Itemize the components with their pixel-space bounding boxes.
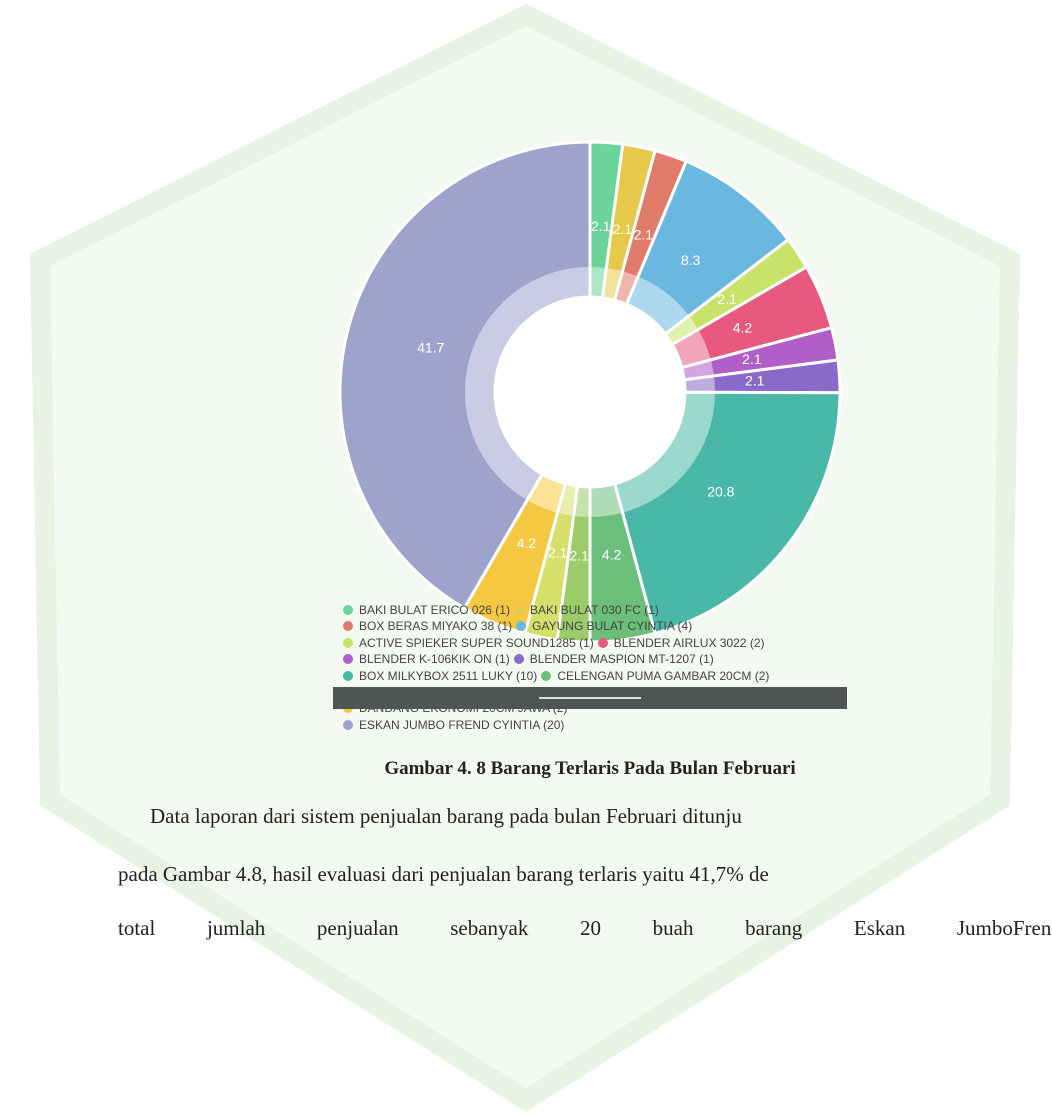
- legend-row: BAKI BULAT ERICO 026 (1) BAKI BULAT 030 F…: [343, 602, 773, 618]
- slice-label: 2.1: [634, 227, 654, 243]
- legend-swatch: [343, 621, 353, 631]
- slice-label: 41.7: [417, 340, 444, 356]
- legend-row: BLENDER K-106KIK ON (1) BLENDER MASPION M…: [343, 651, 773, 667]
- legend-swatch: [598, 638, 608, 648]
- legend-swatch: [514, 654, 524, 664]
- legend-label: ACTIVE SPIEKER SUPER SOUND1285 (1): [359, 636, 594, 650]
- slice-label: 2.1: [591, 218, 611, 234]
- legend-item: BLENDER AIRLUX 3022 (2): [598, 635, 765, 651]
- slice-label: 8.3: [681, 252, 701, 268]
- page: 2.12.12.18.32.14.22.12.120.84.22.12.14.2…: [0, 0, 1052, 1115]
- legend-label: BLENDER AIRLUX 3022 (2): [614, 636, 765, 650]
- legend-row: BOX MILKYBOX 2511 LUKY (10) CELENGAN PUMA…: [343, 668, 773, 684]
- nav-bar: [333, 687, 847, 709]
- legend-label: BAKI BULAT 030 FC (1): [530, 603, 659, 617]
- legend-swatch: [514, 605, 524, 615]
- body-text: pada Gambar 4.8, hasil evaluasi dari pen…: [118, 862, 1052, 887]
- slice-label: 20.8: [707, 483, 734, 499]
- figure-caption: Gambar 4. 8 Barang Terlaris Pada Bulan F…: [0, 758, 1052, 780]
- legend-label: BLENDER MASPION MT-1207 (1): [530, 652, 714, 666]
- legend-swatch: [343, 720, 353, 730]
- legend-label: BOX MILKYBOX 2511 LUKY (10): [359, 669, 537, 683]
- legend-swatch: [343, 671, 353, 681]
- nav-handle: [539, 697, 641, 699]
- legend-label: BLENDER K-106KIK ON (1): [359, 652, 510, 666]
- legend-label: ESKAN JUMBO FREND CYINTIA (20): [359, 718, 564, 732]
- legend-swatch: [343, 605, 353, 615]
- legend-row: ESKAN JUMBO FREND CYINTIA (20): [343, 717, 773, 733]
- legend-row: ACTIVE SPIEKER SUPER SOUND1285 (1) BLENDE…: [343, 635, 773, 651]
- legend-item: BLENDER MASPION MT-1207 (1): [514, 651, 714, 667]
- slice-label: 2.1: [745, 372, 765, 388]
- body-text: total jumlah penjualan sebanyak 20 buah …: [118, 916, 1052, 941]
- legend-item: BAKI BULAT ERICO 026 (1): [343, 602, 510, 618]
- slice-label: 4.2: [602, 546, 622, 562]
- legend-label: GAYUNG BULAT CYINTIA (4): [532, 619, 692, 633]
- legend-item: BLENDER K-106KIK ON (1): [343, 651, 510, 667]
- legend-label: BAKI BULAT ERICO 026 (1): [359, 603, 510, 617]
- legend-swatch: [343, 654, 353, 664]
- legend: BAKI BULAT ERICO 026 (1) BAKI BULAT 030 F…: [343, 602, 773, 733]
- legend-swatch: [343, 638, 353, 648]
- body-text: Data laporan dari sistem penjualan baran…: [150, 804, 1052, 829]
- legend-item: BAKI BULAT 030 FC (1): [514, 602, 659, 618]
- slice-label: 2.1: [717, 291, 737, 307]
- legend-label: CELENGAN PUMA GAMBAR 20CM (2): [557, 669, 769, 683]
- slice-label: 4.2: [733, 320, 753, 336]
- legend-item: ACTIVE SPIEKER SUPER SOUND1285 (1): [343, 635, 594, 651]
- legend-item: BOX MILKYBOX 2511 LUKY (10): [343, 668, 537, 684]
- legend-row: BOX BERAS MIYAKO 38 (1) GAYUNG BULAT CYIN…: [343, 618, 773, 634]
- legend-swatch: [541, 671, 551, 681]
- legend-item: CELENGAN PUMA GAMBAR 20CM (2): [541, 668, 769, 684]
- legend-item: BOX BERAS MIYAKO 38 (1): [343, 618, 512, 634]
- slice-label: 2.1: [548, 544, 568, 560]
- legend-swatch: [516, 621, 526, 631]
- donut-hole: [495, 297, 685, 487]
- legend-label: BOX BERAS MIYAKO 38 (1): [359, 619, 512, 633]
- slice-label: 2.1: [613, 221, 633, 237]
- legend-item: ESKAN JUMBO FREND CYINTIA (20): [343, 717, 564, 733]
- slice-label: 2.1: [569, 547, 589, 563]
- slice-label: 4.2: [517, 535, 537, 551]
- legend-item: GAYUNG BULAT CYINTIA (4): [516, 618, 692, 634]
- slice-label: 2.1: [742, 351, 762, 367]
